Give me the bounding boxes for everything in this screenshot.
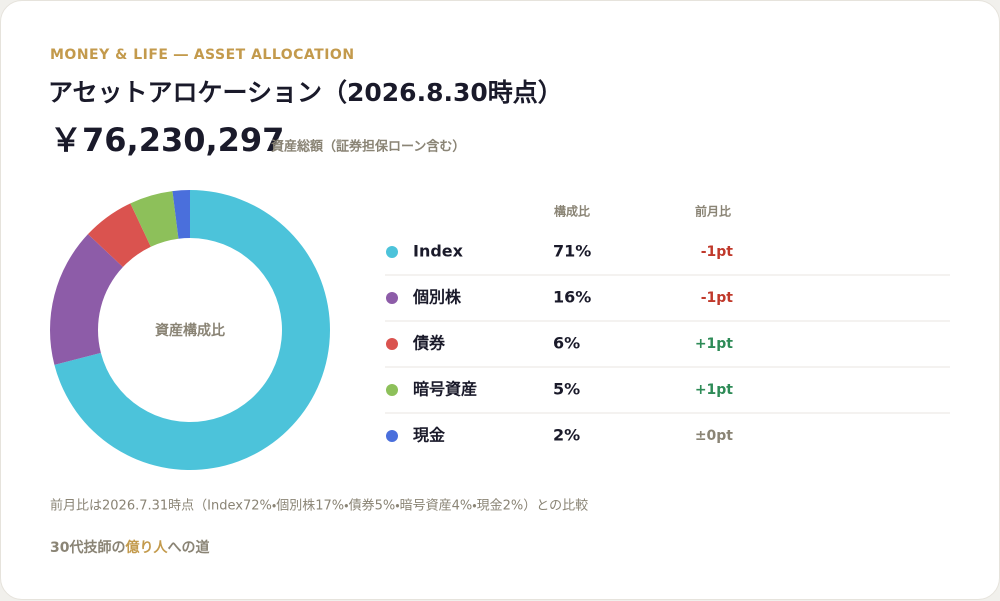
kicker: MONEY & LIFE ― ASSET ALLOCATION (50, 47, 355, 63)
legend-dot (386, 430, 398, 442)
footer-highlight: 億り人 (124, 539, 168, 556)
category-label: 暗号資産 (413, 380, 477, 399)
donut-slice (50, 234, 123, 365)
share-label: 6% (553, 334, 580, 353)
legend-dot (386, 338, 398, 350)
footer-text: への道 (167, 539, 209, 556)
total-label: 資産総額（証券担保ローン含む） (271, 139, 465, 155)
donut-slice (54, 189, 331, 470)
footer: 30代技師の億り人への道 (50, 539, 209, 556)
share-label: 2% (553, 426, 580, 445)
legend-dot (386, 246, 398, 258)
donut-slice (87, 203, 151, 268)
share-label: 5% (553, 380, 580, 399)
change-label: -1pt (701, 244, 734, 260)
share-label: 71% (553, 242, 591, 261)
column-header: 構成比 (554, 204, 590, 219)
legend-dot (386, 292, 398, 304)
legend-dot (386, 384, 398, 396)
footer-text: 30代技師の (50, 539, 125, 556)
donut-slice (130, 191, 179, 247)
title: アセットアロケーション（2026.8.30時点） (48, 78, 563, 107)
change-label: +1pt (695, 382, 733, 398)
note: 前月比は2026.7.31時点（Index72%・個別株17%・債券5%・暗号資… (50, 498, 588, 514)
change-label: +1pt (695, 336, 733, 352)
total: ￥76,230,297 (50, 121, 284, 159)
share-label: 16% (553, 288, 591, 307)
column-header: 前月比 (695, 204, 731, 219)
change-label: -1pt (701, 290, 734, 306)
category-label: 現金 (413, 426, 446, 445)
category-label: Index (413, 242, 464, 261)
center-label: 資産構成比 (155, 322, 225, 339)
change-label: ±0pt (695, 428, 733, 444)
category-label: 債券 (412, 334, 446, 353)
donut-slice (172, 190, 190, 239)
category-label: 個別株 (412, 288, 462, 307)
